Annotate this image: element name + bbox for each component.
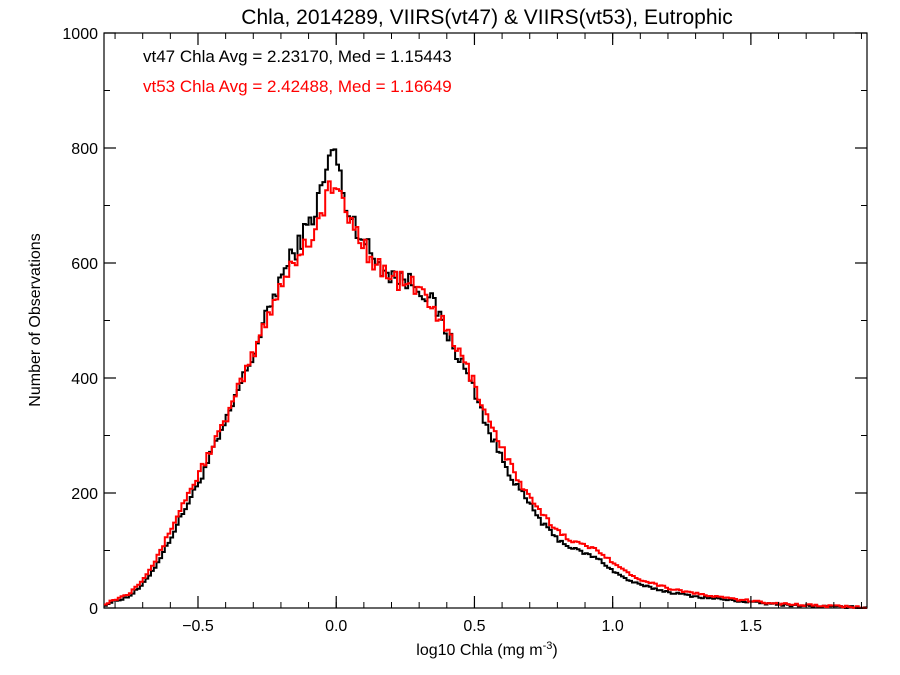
x-axis-label: log10 Chla (mg m-3): [416, 640, 557, 659]
ticks-layer: −0.5 0.0 0.5 1.0 1.5 0 200 400 600 800 1000: [62, 26, 867, 635]
chart-title: Chla, 2014289, VIIRS(vt47) & VIIRS(vt53)…: [241, 6, 732, 29]
histogram-series-1: [104, 180, 867, 609]
y-tick-label: 600: [71, 256, 98, 273]
y-tick-label: 400: [71, 371, 98, 388]
x-axis-label-main: log10 Chla (mg m: [416, 642, 542, 659]
x-tick-label: 0.0: [325, 618, 347, 635]
y-tick-label: 800: [71, 141, 98, 158]
x-axis-label-sup: -3: [543, 640, 553, 652]
plot-area: −0.5 0.0 0.5 1.0 1.5 0 200 400 600 800 1000: [62, 26, 868, 635]
x-tick-label: 1.0: [602, 618, 624, 635]
x-axis-label-close: ): [552, 642, 557, 659]
y-axis-label: Number of Observations: [27, 233, 44, 406]
x-tick-label: 1.5: [740, 618, 762, 635]
y-tick-label: 0: [89, 601, 98, 618]
annotation-vt47: vt47 Chla Avg = 2.23170, Med = 1.15443: [143, 47, 452, 66]
x-tick-label: 0.5: [463, 618, 485, 635]
y-tick-label: 1000: [62, 26, 98, 43]
series-layer: [104, 148, 867, 609]
x-tick-label: −0.5: [182, 618, 214, 635]
annotation-vt53: vt53 Chla Avg = 2.42488, Med = 1.16649: [143, 77, 452, 96]
plot-frame: [103, 32, 868, 609]
histogram-series-0: [104, 148, 867, 609]
y-tick-label: 200: [71, 486, 98, 503]
